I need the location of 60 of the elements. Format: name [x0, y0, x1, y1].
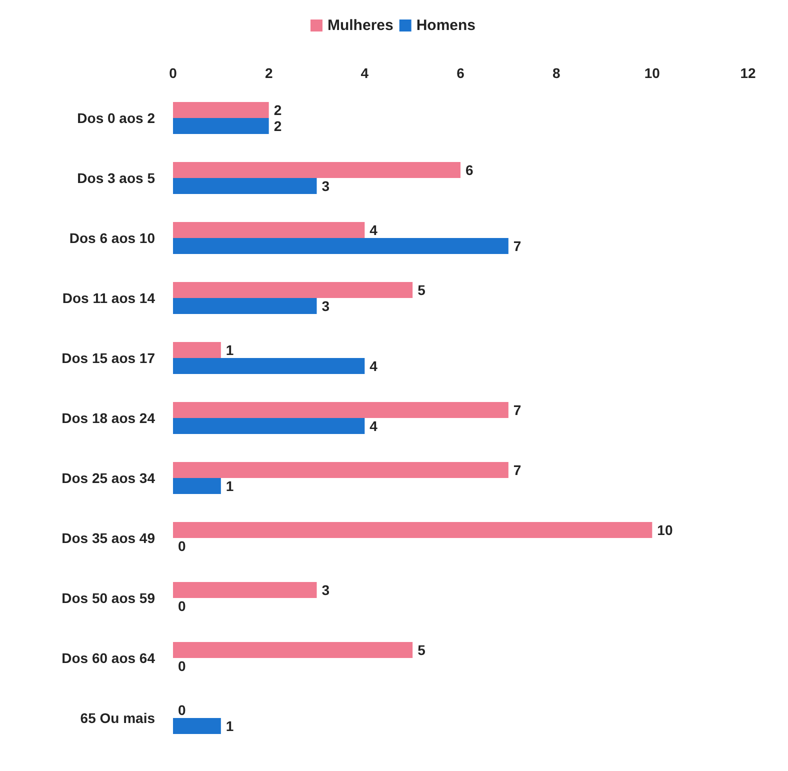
bar: [173, 342, 221, 358]
data-label: 0: [178, 702, 186, 718]
data-label: 10: [657, 522, 673, 538]
bar: [173, 462, 508, 478]
data-label: 7: [513, 462, 522, 478]
bar: [173, 418, 365, 434]
legend-label: Mulheres: [327, 17, 394, 34]
data-label: 4: [370, 222, 378, 238]
bar: [173, 478, 221, 494]
y-tick-label: Dos 6 aos 10: [69, 230, 156, 246]
x-tick-label: 8: [552, 65, 560, 81]
data-label: 0: [178, 598, 186, 614]
bar: [173, 402, 508, 418]
data-label: 2: [274, 102, 282, 118]
bar: [173, 642, 413, 658]
x-tick-label: 4: [360, 65, 369, 81]
bar: [173, 118, 269, 134]
bar: [173, 162, 460, 178]
y-tick-label: 65 Ou mais: [80, 710, 156, 726]
y-tick-label: Dos 11 aos 14: [62, 290, 156, 306]
data-label: 0: [178, 538, 186, 554]
data-label: 1: [226, 478, 234, 494]
y-tick-label: Dos 50 aos 59: [62, 590, 156, 606]
data-label: 1: [226, 718, 234, 734]
data-label: 3: [322, 178, 330, 194]
x-tick-label: 2: [264, 65, 273, 81]
bar: [173, 222, 365, 238]
y-tick-label: Dos 18 aos 24: [62, 410, 156, 426]
x-tick-label: 0: [169, 65, 178, 81]
y-tick-label: Dos 60 aos 64: [62, 650, 156, 666]
bar: [173, 582, 317, 598]
bar: [173, 178, 317, 194]
x-tick-label: 6: [456, 65, 465, 81]
data-label: 6: [466, 162, 474, 178]
bar: [173, 358, 365, 374]
y-tick-label: Dos 3 aos 5: [77, 170, 156, 186]
bar: [173, 298, 317, 314]
y-tick-label: Dos 25 aos 34: [62, 470, 156, 486]
data-label: 7: [513, 238, 522, 254]
data-label: 3: [322, 298, 330, 314]
bar: [173, 718, 221, 734]
legend-label: Homens: [416, 17, 476, 34]
x-tick-label: 12: [740, 65, 756, 81]
y-tick-label: Dos 0 aos 2: [77, 110, 156, 126]
data-label: 1: [226, 342, 234, 358]
data-label: 4: [370, 418, 378, 434]
bar: [173, 282, 413, 298]
data-label: 7: [513, 402, 522, 418]
data-label: 4: [370, 358, 378, 374]
y-tick-label: Dos 15 aos 17: [62, 350, 156, 366]
bar: [173, 522, 652, 538]
bar: [173, 102, 269, 118]
data-label: 5: [418, 282, 426, 298]
data-label: 3: [322, 582, 330, 598]
data-label: 2: [274, 118, 282, 134]
data-label: 0: [178, 658, 186, 674]
y-tick-label: Dos 35 aos 49: [62, 530, 156, 546]
data-label: 5: [418, 642, 426, 658]
bar: [173, 238, 508, 254]
x-tick-label: 10: [644, 65, 660, 81]
